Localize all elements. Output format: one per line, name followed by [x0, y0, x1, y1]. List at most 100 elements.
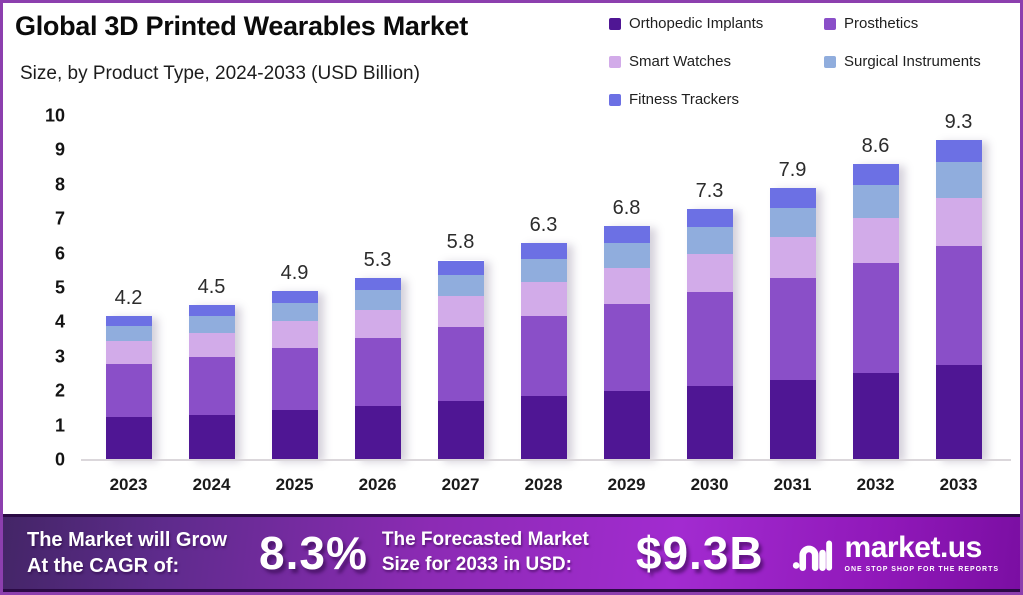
bar — [354, 277, 401, 460]
bar-value-label: 5.8 — [446, 231, 475, 254]
legend-label: Prosthetics — [844, 15, 919, 32]
chart-subtitle: Size, by Product Type, 2024-2033 (USD Bi… — [20, 63, 420, 84]
legend-item: Prosthetics — [824, 15, 1020, 32]
bar-segment-orthopedic-implants — [603, 391, 650, 460]
legend-swatch — [824, 17, 836, 30]
bar-segment-smart-watches — [686, 253, 733, 293]
bar-segment-fitness-trackers — [935, 140, 982, 163]
legend-label: Orthopedic Implants — [629, 15, 764, 32]
y-axis-tick-label: 2 — [54, 380, 65, 401]
bar-segment-orthopedic-implants — [188, 414, 235, 460]
bar-segment-orthopedic-implants — [935, 365, 982, 460]
bar-segment-orthopedic-implants — [520, 396, 567, 460]
bar-segment-surgical-instruments — [105, 325, 152, 342]
bar-segment-fitness-trackers — [769, 188, 816, 208]
bar-segment-orthopedic-implants — [437, 401, 484, 460]
bar-value-label: 4.2 — [114, 286, 143, 309]
bar-segment-prosthetics — [603, 304, 650, 392]
bar-segment-fitness-trackers — [188, 305, 235, 317]
bar-segment-surgical-instruments — [852, 185, 899, 218]
bar-segment-smart-watches — [354, 310, 401, 339]
x-axis-tick-label: 2028 — [524, 475, 563, 494]
y-axis-tick-label: 4 — [54, 311, 65, 332]
legend-swatch — [609, 17, 621, 30]
bar-segment-surgical-instruments — [686, 226, 733, 254]
bar-segment-surgical-instruments — [520, 258, 567, 283]
legend-item: Fitness Trackers — [609, 91, 824, 108]
x-axis-tick-label: 2032 — [856, 475, 895, 494]
bar-segment-prosthetics — [271, 347, 318, 411]
x-axis-tick-label: 2026 — [358, 475, 397, 494]
bar-segment-orthopedic-implants — [769, 379, 816, 460]
y-axis-tick-label: 8 — [54, 174, 65, 195]
cagr-label: The Market will Grow At the CAGR of: — [27, 527, 259, 579]
bar-segment-prosthetics — [686, 292, 733, 387]
bar-segment-surgical-instruments — [188, 316, 235, 334]
legend-item: Smart Watches — [609, 53, 824, 70]
bar — [271, 291, 318, 460]
x-axis-tick-label: 2031 — [773, 475, 812, 494]
bar — [603, 226, 650, 460]
bar-segment-fitness-trackers — [271, 291, 318, 304]
bar-segment-orthopedic-implants — [271, 410, 318, 460]
bar-segment-prosthetics — [935, 246, 982, 366]
y-axis-tick-label: 5 — [54, 277, 65, 298]
legend-label: Fitness Trackers — [629, 91, 740, 108]
x-axis-baseline — [81, 459, 1011, 461]
bar-segment-orthopedic-implants — [354, 405, 401, 460]
y-axis-tick-label: 1 — [54, 415, 65, 436]
bar-value-label: 4.9 — [280, 262, 309, 285]
x-axis-tick-label: 2023 — [109, 475, 148, 494]
bar — [437, 260, 484, 460]
bar-value-label: 7.9 — [778, 159, 807, 182]
y-axis-tick-label: 10 — [44, 105, 65, 126]
x-axis-tick-label: 2029 — [607, 475, 646, 494]
cagr-label-line1: The Market will Grow — [27, 529, 228, 551]
cagr-value: 8.3% — [259, 527, 368, 579]
bar-segment-fitness-trackers — [437, 260, 484, 275]
x-axis-tick-label: 2033 — [939, 475, 978, 494]
bar-segment-smart-watches — [271, 321, 318, 348]
y-axis-tick-label: 7 — [54, 208, 65, 229]
legend-label: Surgical Instruments — [844, 53, 981, 70]
bar-segment-orthopedic-implants — [852, 372, 899, 460]
bar-value-label: 9.3 — [944, 111, 973, 134]
bar-segment-prosthetics — [437, 326, 484, 402]
bar-segment-fitness-trackers — [603, 226, 650, 243]
bar-segment-surgical-instruments — [769, 207, 816, 238]
bar-segment-smart-watches — [188, 333, 235, 358]
bar-segment-smart-watches — [852, 217, 899, 263]
logo-tagline: ONE STOP SHOP FOR THE REPORTS — [844, 566, 999, 573]
bar-value-label: 5.3 — [363, 248, 392, 271]
chart-title: Global 3D Printed Wearables Market — [15, 11, 468, 41]
bar — [935, 140, 982, 460]
bar-value-label: 6.8 — [612, 197, 641, 220]
legend-item: Surgical Instruments — [824, 53, 1020, 70]
forecast-label: The Forecasted Market Size for 2033 in U… — [382, 528, 594, 577]
bar-segment-orthopedic-implants — [686, 386, 733, 460]
bar-segment-surgical-instruments — [271, 303, 318, 322]
bar-segment-prosthetics — [188, 357, 235, 415]
bar — [105, 315, 152, 460]
bar-segment-fitness-trackers — [520, 243, 567, 259]
bar — [188, 305, 235, 460]
bar-segment-prosthetics — [852, 262, 899, 373]
y-axis-tick-label: 6 — [54, 243, 65, 264]
bar-segment-fitness-trackers — [852, 164, 899, 186]
legend-label: Smart Watches — [629, 53, 731, 70]
bar-segment-smart-watches — [105, 341, 152, 364]
bar-segment-surgical-instruments — [603, 242, 650, 269]
y-axis-tick-label: 3 — [54, 346, 65, 367]
y-axis-tick-label: 9 — [54, 139, 65, 160]
bar-value-label: 4.5 — [197, 276, 226, 299]
y-axis-tick-label: 0 — [54, 449, 65, 470]
legend-item: Orthopedic Implants — [609, 15, 824, 32]
legend-swatch — [609, 93, 621, 106]
bar-segment-prosthetics — [520, 315, 567, 397]
legend-swatch — [824, 55, 836, 68]
bar-segment-smart-watches — [935, 197, 982, 247]
bottom-banner: The Market will Grow At the CAGR of: 8.3… — [3, 514, 1020, 592]
bar-value-label: 6.3 — [529, 214, 558, 237]
x-axis-tick-label: 2027 — [441, 475, 480, 494]
